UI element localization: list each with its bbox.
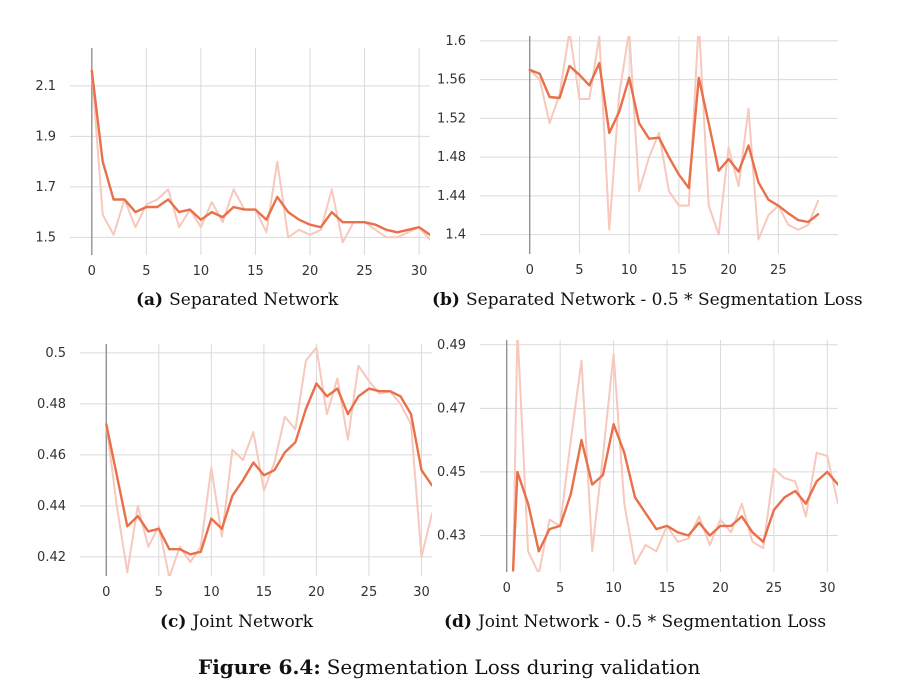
panel-c-raw-line <box>105 346 432 576</box>
panel-a-xtick-2: 10 <box>193 264 210 279</box>
panel-d-xtick-5: 25 <box>766 581 783 596</box>
panel-a-xtick-3: 15 <box>247 264 264 279</box>
panel-c-ytick-3: 0.48 <box>37 397 66 412</box>
panel-d-ytick-3: 0.49 <box>437 338 466 353</box>
panel-a: 1.5 1.7 1.9 2.1 0 5 10 15 20 25 30 <box>35 48 430 279</box>
panel-a-xtick-4: 20 <box>302 264 319 279</box>
panel-d-xtick-0: 0 <box>503 581 511 596</box>
panel-a-smoothed-line <box>90 69 430 237</box>
panel-a-ytick-0: 1.5 <box>35 230 56 245</box>
panel-c-ytick-0: 0.42 <box>37 550 66 565</box>
panel-c-xtick-1: 5 <box>155 585 163 600</box>
caption-d: (d) Joint Network - 0.5 * Segmentation Lo… <box>444 612 826 632</box>
caption-c: (c) Joint Network <box>160 612 314 632</box>
panel-a-xtick-5: 25 <box>356 264 373 279</box>
panel-a-ytick-3: 2.1 <box>35 79 56 94</box>
panel-d-raw-line <box>512 340 838 572</box>
panel-c-xtick-4: 20 <box>308 585 325 600</box>
panel-a-xtick-6: 30 <box>411 264 428 279</box>
panel-a-ytick-1: 1.7 <box>35 180 56 195</box>
panel-b-raw-line <box>528 36 820 241</box>
panel-c-xtick-3: 15 <box>256 585 273 600</box>
panel-a-xtick-1: 5 <box>142 264 150 279</box>
panel-b-xtick-4: 20 <box>720 263 737 278</box>
caption-a: (a) Separated Network <box>136 290 339 310</box>
panel-d-ytick-0: 0.43 <box>437 528 466 543</box>
panel-b-ytick-2: 1.48 <box>437 150 466 165</box>
panel-b-ytick-0: 1.4 <box>445 228 466 243</box>
panel-d-xtick-3: 15 <box>659 581 676 596</box>
panel-c-smoothed-line <box>105 382 432 556</box>
panel-b-xtick-1: 5 <box>575 263 583 278</box>
panel-c: 0.42 0.44 0.46 0.48 0.5 0 5 10 15 20 25 30 <box>37 344 432 600</box>
panel-b-xtick-3: 15 <box>671 263 688 278</box>
panel-c-xtick-2: 10 <box>203 585 220 600</box>
panel-d-xtick-1: 5 <box>556 581 564 596</box>
panel-d-ytick-2: 0.47 <box>437 401 466 416</box>
caption-b: (b) Separated Network - 0.5 * Segmentatio… <box>432 290 863 310</box>
figure-caption: Figure 6.4: Segmentation Loss during vali… <box>198 655 701 679</box>
panel-d-ytick-1: 0.45 <box>437 465 466 480</box>
panel-c-ytick-4: 0.5 <box>45 346 66 361</box>
panel-c-xtick-5: 25 <box>361 585 378 600</box>
panel-b: 1.4 1.44 1.48 1.52 1.56 1.6 0 5 10 15 20 25 <box>437 34 838 278</box>
panel-c-xtick-6: 30 <box>413 585 430 600</box>
panel-d-xtick-4: 20 <box>712 581 729 596</box>
panel-c-ytick-2: 0.46 <box>37 448 66 463</box>
panel-d: 0.43 0.45 0.47 0.49 0 5 10 15 20 25 30 <box>437 338 838 596</box>
panel-a-xtick-0: 0 <box>88 264 96 279</box>
panel-a-ytick-2: 1.9 <box>35 129 56 144</box>
panel-b-xtick-2: 10 <box>621 263 638 278</box>
panel-d-xtick-2: 10 <box>605 581 622 596</box>
panel-a-raw-line <box>90 69 430 244</box>
panel-b-xtick-5: 25 <box>770 263 787 278</box>
panel-b-ytick-5: 1.6 <box>445 34 466 49</box>
panel-b-ytick-4: 1.56 <box>437 73 466 88</box>
panel-b-xtick-0: 0 <box>526 263 534 278</box>
panel-b-smoothed-line <box>528 61 820 224</box>
panel-d-smoothed-line <box>511 423 838 572</box>
panel-c-ytick-1: 0.44 <box>37 499 66 514</box>
panel-b-ytick-3: 1.52 <box>437 111 466 126</box>
panel-b-ytick-1: 1.44 <box>437 189 466 204</box>
panel-c-xtick-0: 0 <box>102 585 110 600</box>
panel-d-xtick-6: 30 <box>819 581 836 596</box>
